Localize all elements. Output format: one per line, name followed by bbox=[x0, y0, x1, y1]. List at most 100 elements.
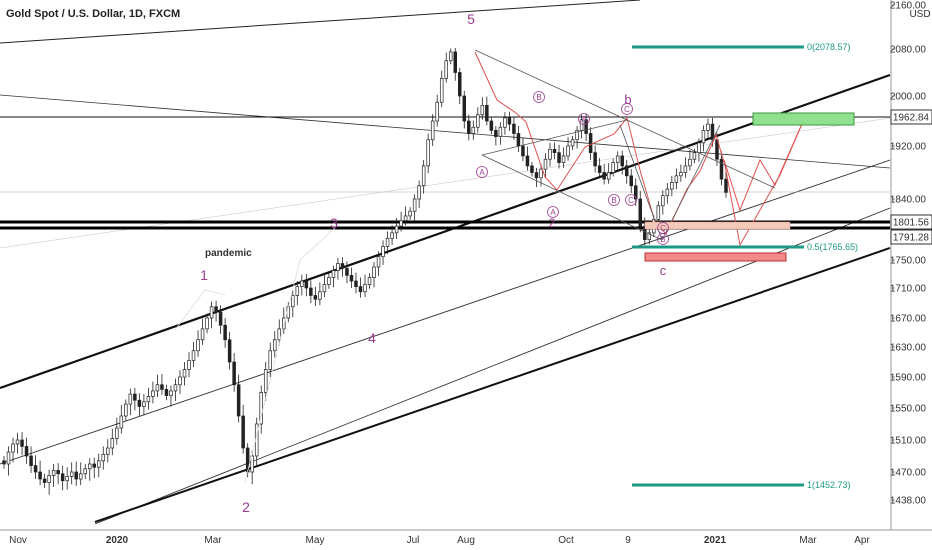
circled-label: A bbox=[550, 208, 556, 217]
candle-body bbox=[200, 328, 205, 341]
candle-body bbox=[15, 439, 20, 445]
candle-body bbox=[205, 317, 209, 330]
price-tick-label: 1840.00 bbox=[890, 195, 927, 206]
candle-body bbox=[155, 384, 160, 392]
candle-body bbox=[164, 389, 169, 396]
target-zone-green bbox=[752, 112, 855, 126]
candle-body bbox=[647, 232, 652, 241]
candle-body bbox=[480, 105, 485, 116]
c-line bbox=[661, 124, 721, 241]
candle-body bbox=[318, 291, 322, 300]
candle-body bbox=[588, 133, 593, 153]
candle-body bbox=[552, 148, 557, 153]
wave-label: b bbox=[624, 92, 631, 107]
candle-body bbox=[489, 120, 494, 131]
faint-wave-line-2 bbox=[244, 227, 336, 483]
zone-red bbox=[644, 252, 787, 262]
candle-body bbox=[33, 465, 38, 473]
time-tick-label: Mar bbox=[799, 535, 817, 546]
candle-body bbox=[448, 51, 453, 62]
candle-body bbox=[191, 350, 196, 361]
candle-body bbox=[394, 225, 399, 234]
candle-body bbox=[331, 270, 336, 278]
candle-body bbox=[679, 172, 683, 177]
candle-body bbox=[462, 95, 467, 122]
candle-body bbox=[178, 376, 182, 386]
main-channel-line bbox=[0, 73, 891, 390]
candle-body bbox=[697, 142, 701, 153]
candle-body bbox=[142, 401, 146, 407]
candle-body bbox=[670, 182, 674, 190]
candle-body bbox=[232, 361, 236, 386]
price-tag-box bbox=[890, 109, 932, 125]
candle-body bbox=[426, 139, 430, 167]
candle-body bbox=[56, 470, 60, 475]
candle-body bbox=[322, 284, 327, 293]
candle-body bbox=[467, 120, 471, 134]
candle-body bbox=[611, 162, 615, 173]
circled-label-ring bbox=[608, 194, 620, 206]
candle-body bbox=[146, 396, 151, 403]
price-tick-label: 1750.00 bbox=[890, 256, 927, 267]
return-line bbox=[0, 94, 891, 169]
price-tag-box bbox=[890, 229, 932, 245]
candle-body bbox=[665, 188, 670, 197]
candle-body bbox=[97, 460, 101, 468]
candle-body bbox=[403, 215, 408, 222]
candle-body bbox=[363, 284, 367, 293]
candle-body bbox=[124, 403, 128, 417]
wave-label: 2 bbox=[549, 216, 556, 230]
candle-body bbox=[304, 280, 309, 289]
candle-body bbox=[606, 172, 611, 180]
candle-body bbox=[624, 165, 629, 177]
candle-body bbox=[575, 130, 579, 141]
time-tick-label: Oct bbox=[558, 535, 574, 546]
candle-body bbox=[615, 155, 620, 163]
candle-body bbox=[214, 306, 218, 313]
candle-body bbox=[534, 172, 539, 179]
fib-level-label: 1(1452.73) bbox=[807, 480, 851, 490]
time-tick-label: Nov bbox=[9, 535, 27, 546]
mid-channel-line bbox=[0, 159, 891, 465]
thin-guide-line bbox=[0, 117, 891, 249]
candle-body bbox=[110, 438, 115, 449]
candle-body bbox=[38, 471, 42, 480]
candle-body bbox=[2, 460, 6, 465]
candle-body bbox=[458, 72, 462, 97]
candle-body bbox=[516, 133, 521, 147]
price-axis[interactable]: 1438.00 1470.00 1510.00 1550.00 1590.00 1630.… bbox=[890, 0, 932, 530]
candle-body bbox=[674, 175, 679, 183]
price-tick-label: 1470.00 bbox=[890, 468, 927, 479]
time-tick-label: Aug bbox=[457, 535, 475, 546]
candle-body bbox=[435, 101, 439, 122]
price-tick-label: 1438.00 bbox=[890, 496, 927, 507]
time-tick-label: May bbox=[306, 535, 325, 546]
candle-body bbox=[476, 114, 480, 128]
price-tick-label: 2000.00 bbox=[890, 92, 927, 103]
candle-body bbox=[620, 155, 624, 167]
circled-label-ring bbox=[476, 166, 488, 178]
candle-body bbox=[65, 476, 69, 482]
candle-body bbox=[570, 139, 575, 147]
abc-channel-lower bbox=[481, 154, 663, 241]
candle-body bbox=[169, 390, 173, 396]
candle-body bbox=[295, 286, 300, 296]
candle-body bbox=[29, 455, 33, 466]
candle-body bbox=[381, 246, 385, 257]
time-axis[interactable]: Nov 2020 Mar May Jul Aug Oct 9 2021 Mar Apr bbox=[0, 529, 932, 546]
candle-body bbox=[151, 390, 155, 397]
candle-body bbox=[20, 439, 24, 447]
circled-label: C bbox=[628, 196, 634, 205]
base-channel-line bbox=[94, 247, 891, 523]
abc-channel-upper bbox=[481, 119, 628, 156]
candle-body bbox=[548, 148, 552, 160]
candle-body bbox=[327, 277, 331, 285]
chart-title: Gold Spot / U.S. Dollar, 1D, FXCM bbox=[6, 8, 181, 20]
candle-body bbox=[74, 471, 78, 480]
upper-channel-line bbox=[0, 0, 641, 44]
candle-body bbox=[345, 268, 349, 276]
candle-body bbox=[119, 415, 124, 429]
wave-label: c bbox=[660, 263, 667, 278]
candle-body bbox=[593, 152, 597, 167]
